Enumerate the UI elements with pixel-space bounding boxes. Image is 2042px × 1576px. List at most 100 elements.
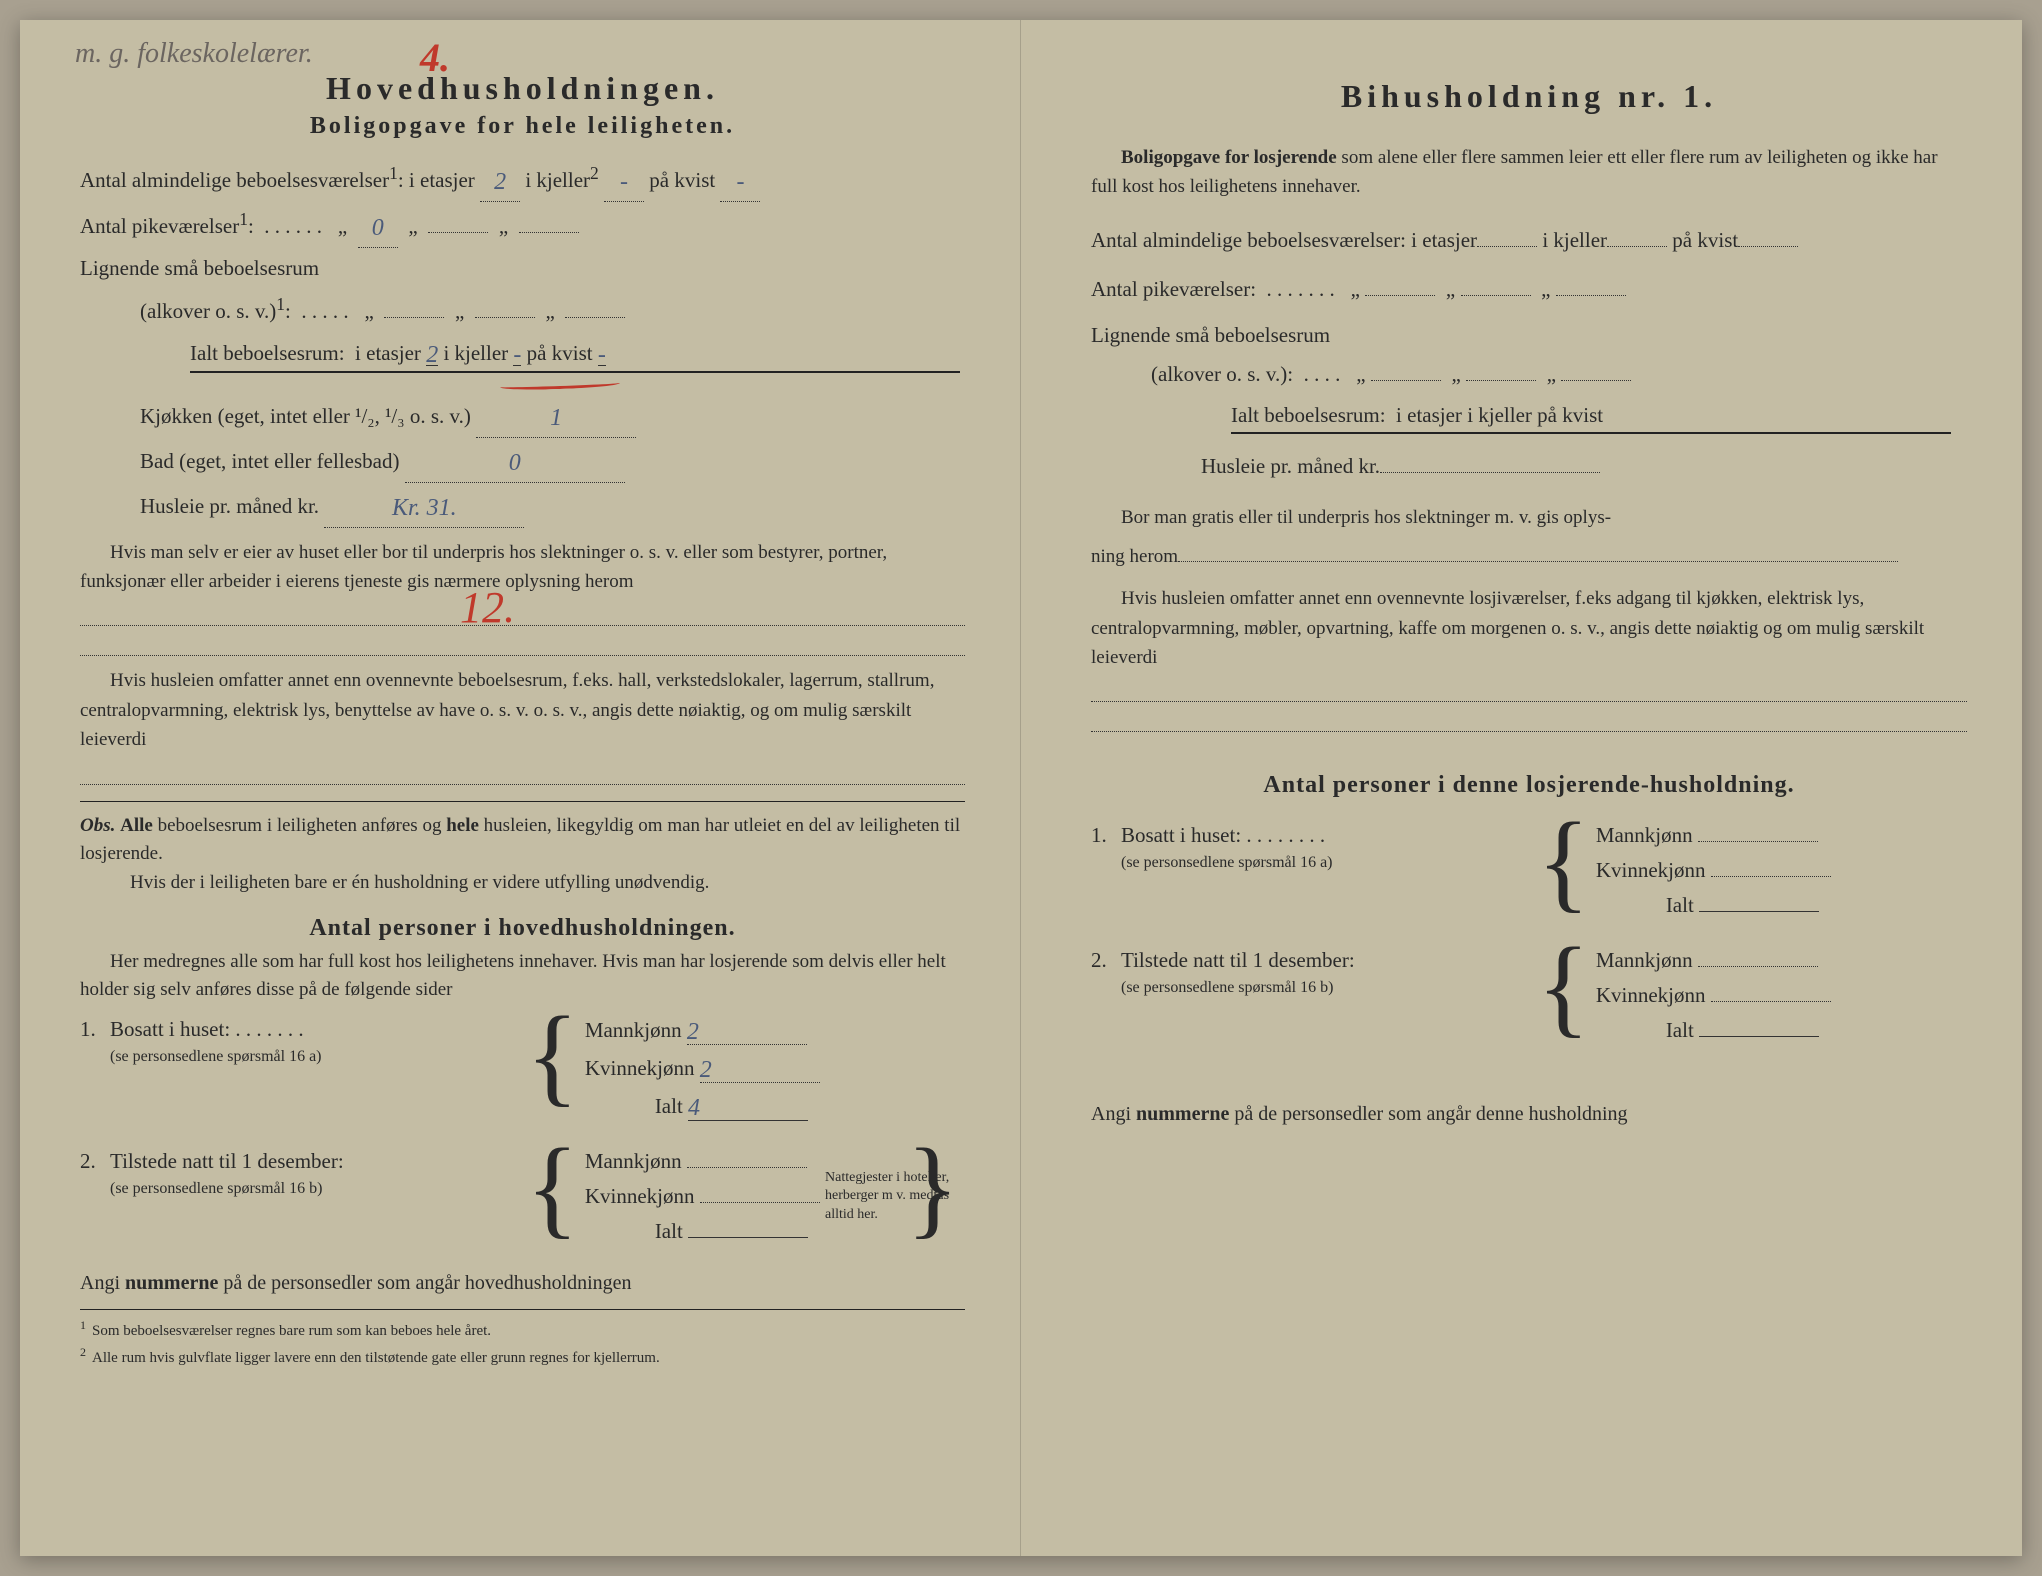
section-antal-personer: Antal personer i denne losjerende-hushol… bbox=[1091, 772, 1967, 799]
brace-icon: { bbox=[1537, 940, 1590, 1034]
row-lignende: Lignende små beboelsesrum bbox=[1091, 317, 1967, 354]
row-kjokken: Kjøkken (eget, intet eller ¹/₂, ¹/₃ o. s… bbox=[80, 395, 965, 438]
right-title: Bihusholdning nr. 1. bbox=[1091, 78, 1967, 115]
person-row-2: 2. Tilstede natt til 1 desember: (se per… bbox=[1091, 948, 1967, 1053]
num: 2. bbox=[80, 1149, 110, 1174]
divider bbox=[80, 801, 965, 802]
label: Kvinnekjønn bbox=[585, 1184, 695, 1208]
num: 1. bbox=[80, 1017, 110, 1042]
label: Ialt bbox=[655, 1094, 683, 1118]
label: Tilstede natt til 1 desember: bbox=[1121, 948, 1355, 972]
bottom-line: Angi nummerne på de personsedler som ang… bbox=[80, 1272, 965, 1295]
para-gratis-cont: ning herom bbox=[1091, 546, 1967, 568]
label: i kjeller bbox=[1467, 403, 1532, 427]
label: Ialt bbox=[655, 1219, 683, 1243]
label: Kvinnekjønn bbox=[1596, 983, 1706, 1007]
label: Ialt bbox=[1666, 1018, 1694, 1042]
row-beboelsesvaerelser: Antal almindelige beboelsesværelser: i e… bbox=[1091, 222, 1967, 259]
label: i etasjer bbox=[409, 168, 475, 192]
sup: 2 bbox=[590, 163, 599, 183]
label: i etasjer bbox=[1411, 228, 1477, 252]
label: i kjeller bbox=[443, 341, 508, 365]
label: Bad (eget, intet eller fellesbad) bbox=[140, 449, 399, 473]
label: Mannkjønn bbox=[1596, 948, 1693, 972]
label: på kvist bbox=[527, 341, 593, 365]
para-gratis: Bor man gratis eller til underpris hos s… bbox=[1091, 503, 1967, 532]
label: på kvist bbox=[1537, 403, 1603, 427]
row-alkover: (alkover o. s. v.): . . . . „ „ „ bbox=[1091, 356, 1967, 393]
left-title: Hovedhusholdningen. bbox=[80, 70, 965, 107]
sup: 1 bbox=[389, 163, 398, 183]
label: på kvist bbox=[1672, 228, 1738, 252]
label: Kvinnekjønn bbox=[1596, 858, 1706, 882]
red-12: 12. bbox=[460, 582, 515, 633]
fill-line: 12. bbox=[80, 602, 965, 626]
label: i kjeller bbox=[1542, 228, 1607, 252]
value: Kr. 31. bbox=[392, 495, 457, 521]
para-eier: Hvis man selv er eier av huset eller bor… bbox=[80, 538, 965, 597]
label: Lignende små beboelsesrum bbox=[80, 256, 319, 280]
section-antal-personer: Antal personer i hovedhusholdningen. bbox=[80, 915, 965, 942]
footnote-2: Alle rum hvis gulvflate ligger lavere en… bbox=[92, 1350, 660, 1366]
obs-block: Obs. Alle beboelsesrum i leiligheten anf… bbox=[80, 812, 965, 898]
label: (alkover o. s. v.): bbox=[1151, 362, 1293, 386]
label: (alkover o. s. v.) bbox=[140, 299, 276, 323]
label: Kvinnekjønn bbox=[585, 1056, 695, 1080]
side-note: Nattegjester i hoteller, herberger m v. … bbox=[825, 1169, 975, 1224]
num: 2. bbox=[1091, 948, 1121, 973]
label: Bosatt i huset: bbox=[1121, 823, 1241, 847]
label: Tilstede natt til 1 desember: bbox=[110, 1149, 344, 1173]
brace-icon: { bbox=[1537, 815, 1590, 909]
row-alkover: (alkover o. s. v.)1: . . . . . „ „ „ bbox=[80, 289, 965, 330]
value: 2 bbox=[426, 342, 438, 368]
value: 2 bbox=[494, 169, 506, 195]
value: 1 bbox=[550, 405, 562, 431]
footnote-1: Som beboelsesværelser regnes bare rum so… bbox=[92, 1323, 491, 1339]
label: Ialt beboelsesrum: bbox=[1231, 403, 1386, 427]
left-subtitle: Boligopgave for hele leiligheten. bbox=[80, 113, 965, 140]
value: 0 bbox=[372, 215, 384, 241]
row-husleie: Husleie pr. måned kr. Kr. 31. bbox=[80, 485, 965, 528]
label: Ialt beboelsesrum: bbox=[190, 341, 345, 365]
label: Mannkjønn bbox=[585, 1149, 682, 1173]
label: i kjeller bbox=[525, 168, 590, 192]
person-row-2: 2. Tilstede natt til 1 desember: (se per… bbox=[80, 1149, 965, 1254]
row-lignende: Lignende små beboelsesrum bbox=[80, 250, 965, 287]
para-husleie-omfatter: Hvis husleien omfatter annet enn ovennev… bbox=[1091, 584, 1967, 672]
row-pikevaerelser: Antal pikeværelser1: . . . . . . „ 0 „ „ bbox=[80, 204, 965, 248]
fill-line bbox=[1091, 708, 1967, 732]
brace-icon: { bbox=[526, 1141, 579, 1235]
label: på kvist bbox=[649, 168, 715, 192]
label: Husleie pr. måned kr. bbox=[140, 494, 319, 518]
value: - bbox=[598, 342, 606, 368]
label: i etasjer bbox=[355, 341, 421, 365]
row-husleie: Husleie pr. måned kr. bbox=[1091, 448, 1967, 485]
row-bad: Bad (eget, intet eller fellesbad) 0 bbox=[80, 440, 965, 483]
obs-text: Alle beboelsesrum i leiligheten anføres … bbox=[80, 815, 960, 865]
label: Antal pikeværelser: bbox=[1091, 277, 1256, 301]
lead-para: Boligopgave for losjerende som alene ell… bbox=[1091, 143, 1967, 202]
page-right: Bihusholdning nr. 1. Boligopgave for los… bbox=[1021, 20, 2022, 1556]
label: Antal almindelige beboelsesværelser bbox=[80, 168, 389, 192]
value: - bbox=[620, 169, 628, 195]
sublabel: (se personsedlene spørsmål 16 a) bbox=[1121, 854, 1333, 871]
value: 2 bbox=[700, 1057, 712, 1083]
label: Lignende små beboelsesrum bbox=[1091, 323, 1330, 347]
value: 2 bbox=[687, 1019, 699, 1045]
footnotes: 1Som beboelsesværelser regnes bare rum s… bbox=[80, 1309, 965, 1369]
row-ialt: Ialt beboelsesrum: i etasjer i kjeller p… bbox=[1231, 403, 1951, 434]
label: i etasjer bbox=[1396, 403, 1462, 427]
value: - bbox=[736, 169, 744, 195]
label: Antal pikeværelser bbox=[80, 214, 239, 238]
label: Mannkjønn bbox=[1596, 823, 1693, 847]
fill-line bbox=[80, 761, 965, 785]
red-number-4: 4. bbox=[420, 34, 450, 81]
label: Kjøkken (eget, intet eller ¹/₂, ¹/₃ o. s… bbox=[140, 404, 471, 428]
sublabel: (se personsedlene spørsmål 16 b) bbox=[110, 1180, 322, 1197]
sup: 1 bbox=[276, 294, 285, 314]
num: 1. bbox=[1091, 823, 1121, 848]
fill-line bbox=[80, 632, 965, 656]
label: Mannkjønn bbox=[585, 1018, 682, 1042]
obs-text2: Hvis der i leiligheten bare er én hushol… bbox=[80, 869, 709, 898]
value: 0 bbox=[509, 450, 521, 476]
